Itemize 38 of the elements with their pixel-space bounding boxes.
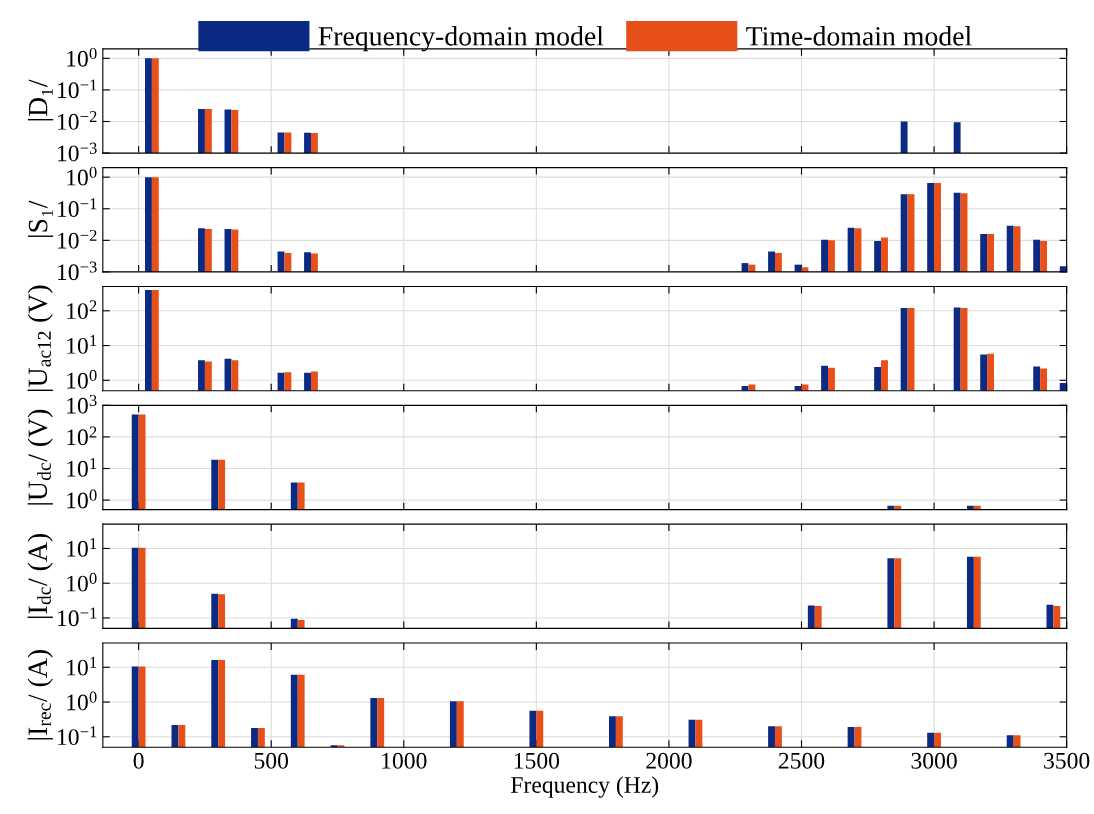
y-tick-label: 10$^{−2}$ [58, 229, 97, 249]
y-axis-title: |I$_{rec}$/ (A) [27, 650, 53, 740]
legend-label: Time-domain model [746, 26, 972, 46]
x-axis-title: Frequency (Hz) [511, 776, 659, 798]
y-axis-title: |U$_{dc}$/ (V) [27, 409, 53, 505]
y-axis-title: |U$_{ac12}$ (V) [27, 285, 53, 391]
x-tick-label: 3500 [1044, 752, 1090, 769]
y-axis-title: |S₁/ [27, 200, 54, 237]
x-tick-label: 3000 [911, 752, 957, 769]
y-tick-label: 10$^{0}$ [67, 166, 97, 186]
x-tick-label: 500 [254, 752, 289, 769]
y-tick-label: 10$^{1}$ [67, 656, 97, 676]
y-tick-label: 10$^{0}$ [67, 572, 97, 592]
x-tick-label: 1500 [514, 752, 560, 769]
y-tick-label: 10$^{1}$ [67, 335, 97, 354]
y-tick-label: 10$^{−1}$ [58, 726, 97, 746]
x-tick-label: 0 [133, 752, 144, 769]
y-tick-label: 10$^{−1}$ [58, 607, 97, 627]
y-tick-label: 10$^{−3}$ [58, 261, 97, 281]
y-tick-label: 10$^{2}$ [67, 300, 97, 320]
y-tick-label: 10$^{2}$ [67, 426, 97, 446]
y-tick-label: 10$^{0}$ [67, 489, 97, 509]
y-tick-label: 10$^{3}$ [67, 394, 97, 414]
y-tick-label: 10$^{−1}$ [58, 79, 97, 99]
x-tick-label: 2500 [778, 752, 825, 769]
y-tick-label: 10$^{−3}$ [58, 142, 97, 162]
y-tick-label: 10$^{−1}$ [58, 198, 97, 218]
x-tick-label: 1000 [382, 752, 427, 769]
y-tick-label: 10$^{0}$ [67, 369, 97, 389]
y-tick-label: 10$^{1}$ [67, 458, 97, 477]
y-tick-label: 10$^{1}$ [67, 538, 97, 557]
y-axis-title: |D₁/ [27, 79, 54, 121]
y-tick-label: 10$^{0}$ [67, 691, 97, 711]
y-axis-title: |I$_{dc}$/ (A) [27, 534, 53, 618]
legend-label: Frequency-domain model [318, 26, 604, 52]
y-tick-label: 10$^{0}$ [67, 47, 97, 67]
x-tick-label: 2000 [646, 752, 692, 769]
y-tick-label: 10$^{−2}$ [58, 111, 97, 130]
